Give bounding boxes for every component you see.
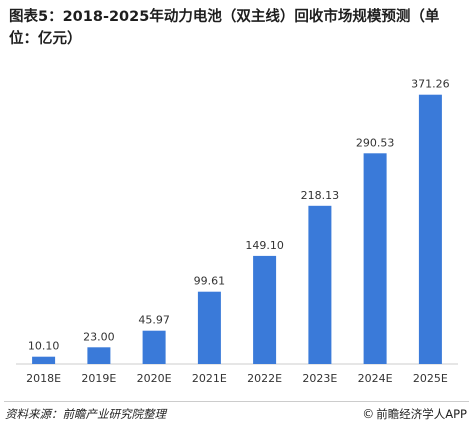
credit-label: 前瞻经济学人APP xyxy=(376,407,467,421)
x-tick-label-2022E: 2022E xyxy=(247,372,282,385)
x-tick-label-2020E: 2020E xyxy=(137,372,172,385)
bar-2025E xyxy=(418,94,442,364)
bar-2021E xyxy=(197,291,221,364)
value-label-2018E: 10.10 xyxy=(28,340,60,353)
bar-2023E xyxy=(308,205,332,364)
copyright-icon: © xyxy=(362,407,375,421)
footer: 资料来源：前瞻产业研究院整理 © 前瞻经济学人APP xyxy=(0,401,473,425)
x-tick-label-2025E: 2025E xyxy=(413,372,448,385)
value-label-2020E: 45.97 xyxy=(138,314,170,327)
x-tick-label-2024E: 2024E xyxy=(358,372,393,385)
bar-2024E xyxy=(363,153,387,364)
x-tick-label-2018E: 2018E xyxy=(26,372,61,385)
value-label-2022E: 149.10 xyxy=(245,239,284,252)
x-tick-label-2021E: 2021E xyxy=(192,372,227,385)
credit: © 前瞻经济学人APP xyxy=(362,406,467,422)
value-label-2024E: 290.53 xyxy=(356,136,395,149)
x-tick-label-2019E: 2019E xyxy=(81,372,116,385)
source-note: 资料来源：前瞻产业研究院整理 xyxy=(5,407,166,421)
bar-2020E xyxy=(142,330,166,364)
value-label-2019E: 23.00 xyxy=(83,330,115,343)
footer-divider xyxy=(4,401,469,402)
chart-title: 图表5：2018-2025年动力电池（双主线）回收市场规模预测（单位：亿元） xyxy=(9,9,440,47)
x-tick-label-2023E: 2023E xyxy=(302,372,337,385)
value-labels-group: 10.10 23.00 45.97 99.61 149.10 218.13 290.53 37… xyxy=(28,78,450,353)
value-label-2021E: 99.61 xyxy=(194,275,226,288)
bars-group xyxy=(32,94,442,364)
value-label-2025E: 371.26 xyxy=(411,78,450,91)
bar-2022E xyxy=(253,255,277,364)
bar-chart: 10.10 23.00 45.97 99.61 149.10 218.13 290.53 37… xyxy=(16,78,458,385)
x-tick-labels-group: 2018E 2019E 2020E 2021E 2022E 2023E 2024E 2025E xyxy=(26,372,448,385)
bar-2019E xyxy=(87,347,111,364)
value-label-2023E: 218.13 xyxy=(301,189,340,202)
bar-2018E xyxy=(32,356,56,364)
